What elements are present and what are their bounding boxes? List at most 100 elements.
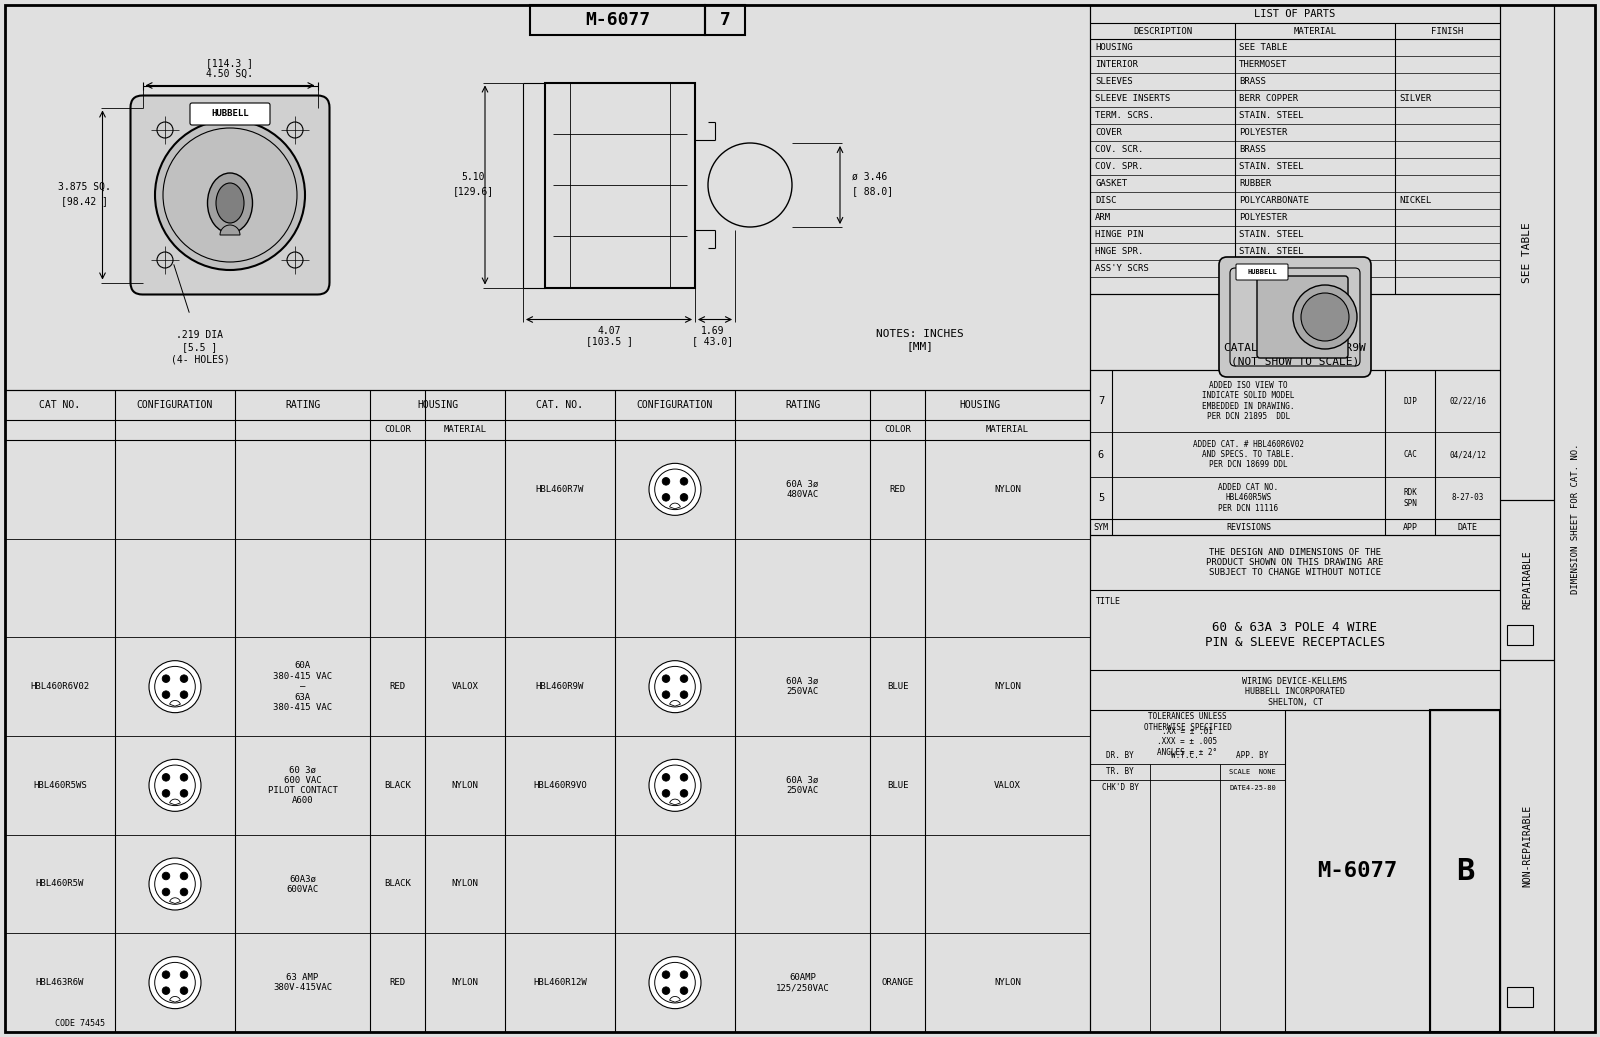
Text: CAC: CAC	[1403, 450, 1418, 459]
Text: HINGE PIN: HINGE PIN	[1094, 230, 1144, 239]
Circle shape	[155, 120, 306, 270]
Text: STAIN. STEEL: STAIN. STEEL	[1238, 247, 1304, 256]
Bar	[1090, 295, 1501, 370]
Text: DR. BY: DR. BY	[1106, 752, 1134, 760]
Circle shape	[181, 774, 187, 781]
Text: [ 43.0]: [ 43.0]	[693, 336, 733, 346]
Circle shape	[149, 858, 202, 910]
Text: RED: RED	[890, 485, 906, 494]
Bar	[1507, 625, 1533, 645]
Text: POLYESTER: POLYESTER	[1238, 128, 1288, 137]
Text: CHK'D BY: CHK'D BY	[1101, 784, 1139, 792]
Text: 7: 7	[1098, 396, 1104, 407]
Text: STAIN. STEEL: STAIN. STEEL	[1238, 111, 1304, 120]
Bar	[530, 5, 706, 35]
Text: FINISH: FINISH	[1432, 27, 1464, 35]
FancyBboxPatch shape	[1219, 257, 1371, 377]
Text: RED: RED	[389, 978, 405, 987]
Ellipse shape	[208, 173, 253, 233]
Circle shape	[162, 987, 170, 994]
Text: [129.6]: [129.6]	[453, 186, 493, 196]
FancyBboxPatch shape	[1235, 264, 1288, 280]
Text: NYLON: NYLON	[994, 485, 1021, 494]
Bar	[1507, 987, 1533, 1007]
Text: INTERIOR: INTERIOR	[1094, 60, 1138, 69]
Text: TOLERANCES UNLESS
OTHERWISE SPECIFIED: TOLERANCES UNLESS OTHERWISE SPECIFIED	[1144, 712, 1232, 732]
Text: 3.875 SQ.: 3.875 SQ.	[58, 183, 110, 192]
Text: RATING: RATING	[786, 400, 821, 410]
Text: HOUSING: HOUSING	[1094, 43, 1133, 52]
Circle shape	[680, 987, 688, 994]
Text: HBL460R9VO: HBL460R9VO	[533, 781, 587, 790]
Circle shape	[680, 494, 688, 501]
Text: CAT NO.: CAT NO.	[40, 400, 80, 410]
Text: .219 DIA: .219 DIA	[176, 330, 224, 340]
Text: POLYCARBONATE: POLYCARBONATE	[1238, 196, 1309, 205]
Text: NYLON: NYLON	[451, 978, 478, 987]
Text: ORANGE: ORANGE	[882, 978, 914, 987]
Text: THERMOSET: THERMOSET	[1238, 60, 1288, 69]
Text: 7: 7	[720, 11, 731, 29]
Text: [ 88.0]: [ 88.0]	[851, 186, 893, 196]
Text: SEE TABLE: SEE TABLE	[1238, 43, 1288, 52]
Text: COVER: COVER	[1094, 128, 1122, 137]
Text: 63 AMP
380V-415VAC: 63 AMP 380V-415VAC	[274, 973, 333, 992]
Bar	[5, 5, 1090, 390]
Text: DIMENSION SHEET FOR CAT. NO.: DIMENSION SHEET FOR CAT. NO.	[1571, 443, 1579, 594]
Circle shape	[149, 661, 202, 712]
Circle shape	[650, 759, 701, 811]
Text: 6: 6	[1098, 449, 1104, 459]
Bar	[1430, 710, 1501, 1032]
Text: HNGE SPR.: HNGE SPR.	[1094, 247, 1144, 256]
FancyBboxPatch shape	[1258, 276, 1347, 358]
Circle shape	[650, 661, 701, 712]
Text: STAIN. STEEL: STAIN. STEEL	[1238, 230, 1304, 239]
Text: CODE 74545: CODE 74545	[54, 1019, 106, 1029]
Text: 4.50 SQ.: 4.50 SQ.	[206, 68, 253, 79]
Text: NOTES: INCHES
[MM]: NOTES: INCHES [MM]	[877, 329, 963, 351]
Text: 60A
380-415 VAC
—
63A
380-415 VAC: 60A 380-415 VAC — 63A 380-415 VAC	[274, 662, 333, 712]
Text: HBL463R6W: HBL463R6W	[35, 978, 85, 987]
Circle shape	[680, 774, 688, 781]
Text: STAIN. STEEL: STAIN. STEEL	[1238, 264, 1304, 273]
Bar	[5, 390, 1090, 1032]
Text: MATERIAL: MATERIAL	[443, 425, 486, 435]
Circle shape	[181, 872, 187, 879]
Ellipse shape	[216, 183, 243, 223]
Circle shape	[162, 691, 170, 699]
Text: HBL460R7W: HBL460R7W	[536, 485, 584, 494]
Wedge shape	[170, 700, 181, 706]
Text: [103.5 ]: [103.5 ]	[586, 336, 632, 346]
Text: HBL460R12W: HBL460R12W	[533, 978, 587, 987]
Wedge shape	[170, 898, 181, 903]
FancyBboxPatch shape	[131, 95, 330, 295]
Text: GASKET: GASKET	[1094, 179, 1128, 188]
Text: TERM. SCRS.: TERM. SCRS.	[1094, 111, 1154, 120]
Text: M-6077: M-6077	[1317, 861, 1398, 881]
Text: NYLON: NYLON	[994, 978, 1021, 987]
Text: [5.5 ]: [5.5 ]	[182, 342, 218, 352]
Bar	[1501, 660, 1554, 1032]
Text: 60 3ø
600 VAC
PILOT CONTACT
A600: 60 3ø 600 VAC PILOT CONTACT A600	[267, 765, 338, 806]
Circle shape	[162, 971, 170, 979]
Text: HOUSING: HOUSING	[418, 400, 458, 410]
Text: WIRING DEVICE-KELLEMS: WIRING DEVICE-KELLEMS	[1243, 677, 1347, 686]
Text: 8-27-03: 8-27-03	[1451, 494, 1483, 503]
Text: BLACK: BLACK	[384, 879, 411, 889]
Text: HBL460R6V02: HBL460R6V02	[30, 682, 90, 692]
Text: HOUSING: HOUSING	[960, 400, 1000, 410]
Text: 60A3ø
600VAC: 60A3ø 600VAC	[286, 874, 318, 894]
Wedge shape	[670, 997, 680, 1002]
Text: DESCRIPTION: DESCRIPTION	[1133, 27, 1192, 35]
Circle shape	[1301, 293, 1349, 341]
Text: RED: RED	[389, 682, 405, 692]
Text: BLUE: BLUE	[886, 682, 909, 692]
Text: RUBBER: RUBBER	[1238, 179, 1272, 188]
Text: CAT. NO.: CAT. NO.	[536, 400, 584, 410]
Text: SILVER: SILVER	[1398, 94, 1432, 103]
Text: SYM: SYM	[1093, 523, 1109, 532]
Text: NYLON: NYLON	[451, 879, 478, 889]
Circle shape	[662, 987, 670, 994]
FancyBboxPatch shape	[190, 103, 270, 125]
Text: HUBBELL INCORPORATED: HUBBELL INCORPORATED	[1245, 688, 1346, 697]
